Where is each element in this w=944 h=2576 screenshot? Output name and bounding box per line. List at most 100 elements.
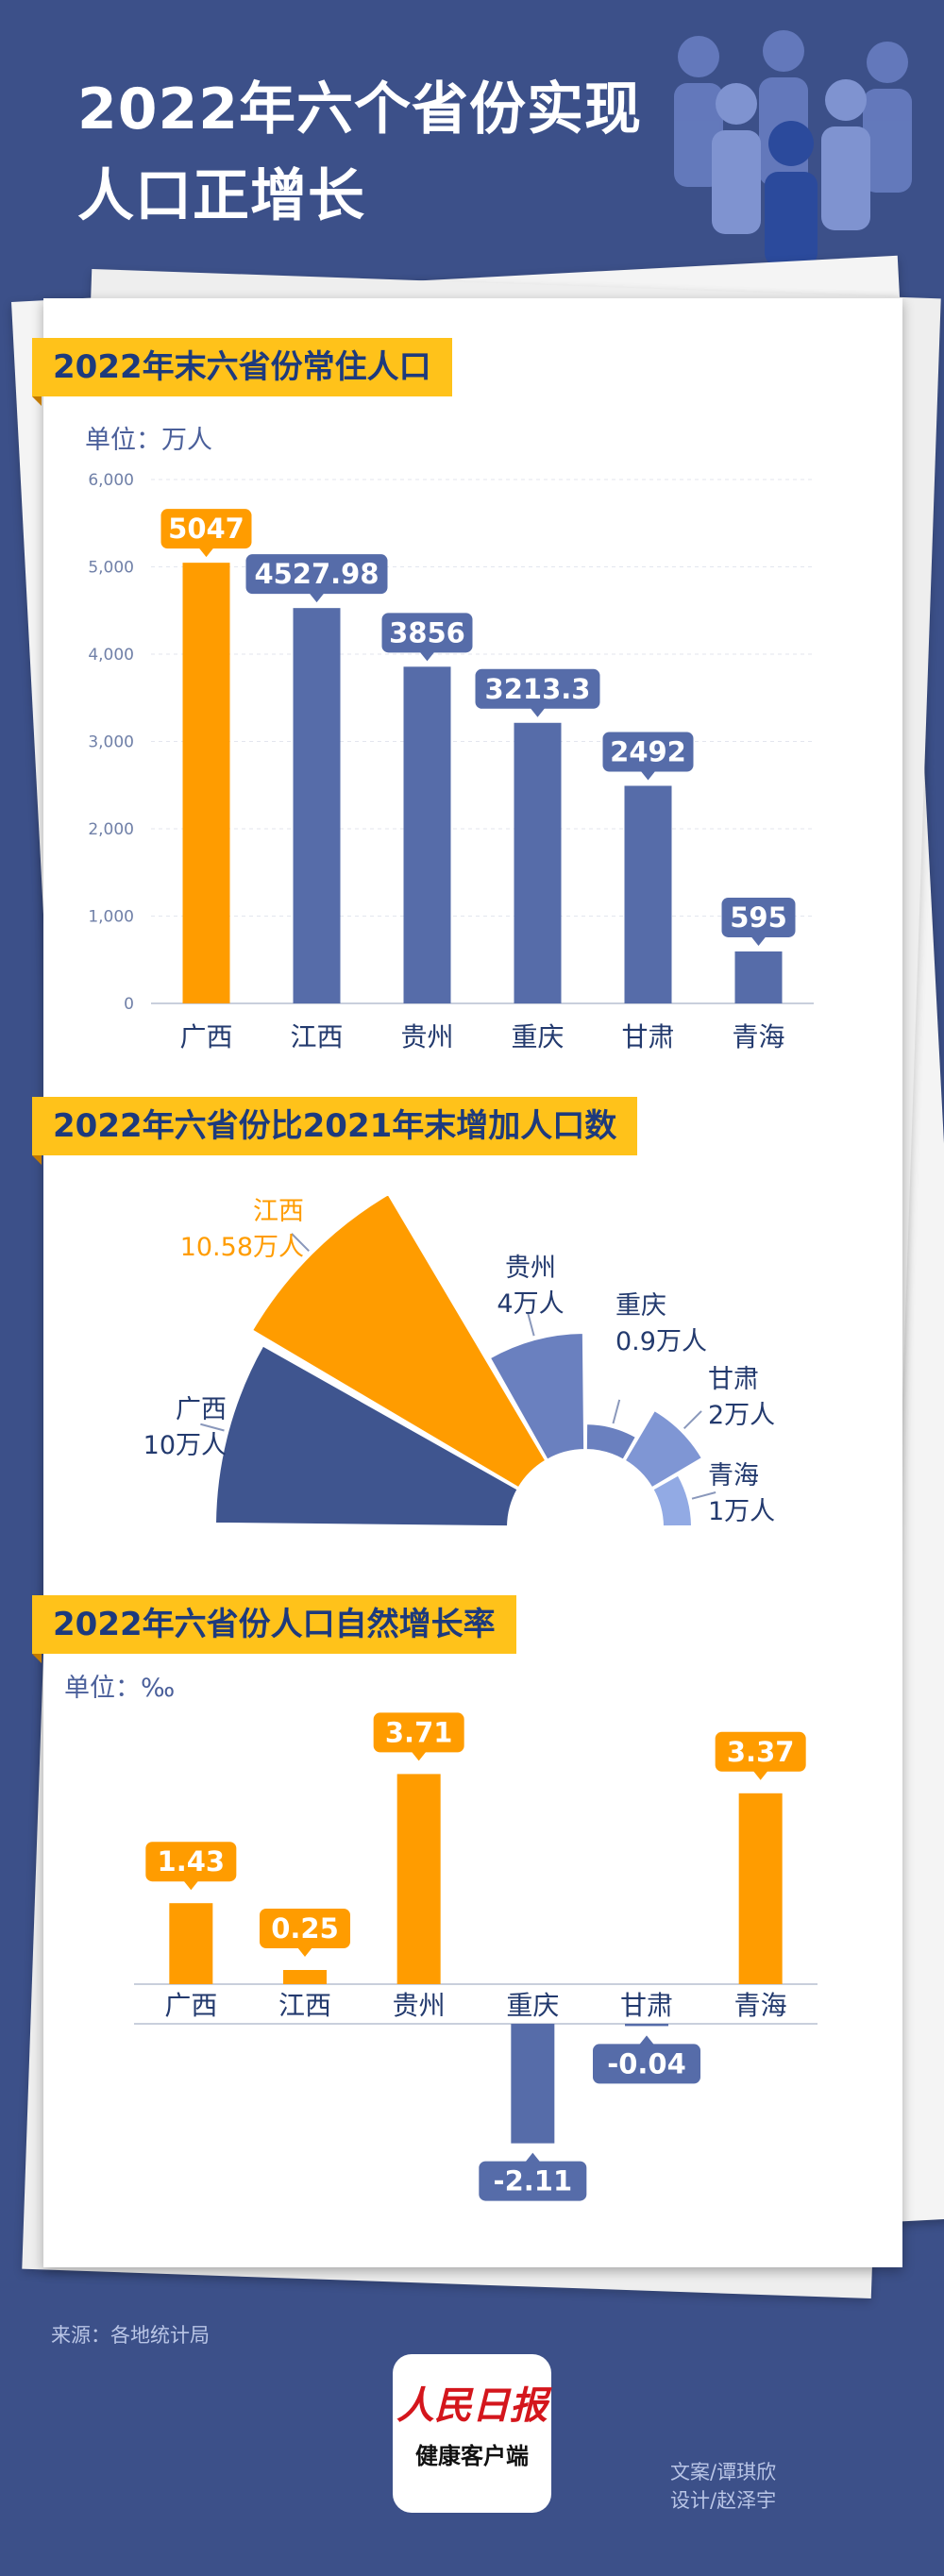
leader-line (683, 1410, 702, 1430)
section-label-population: 2022年末六省份常住人口 (32, 338, 452, 406)
bar-value-label-bg (381, 613, 473, 653)
rose-sector-贵州 (488, 1332, 586, 1461)
bar-青海 (734, 951, 783, 1003)
bar-value-label: 3.37 (715, 1731, 806, 1780)
bar-重庆 (514, 722, 562, 1003)
bar-广西 (169, 1903, 213, 1984)
x-tick-label: 青海 (732, 1021, 784, 1052)
bar-value-label: 0.25 (260, 1909, 350, 1957)
bar-value-label: 595 (721, 897, 796, 946)
bar-value-label-pointer (639, 2035, 654, 2046)
bar-value-label-bg (160, 509, 252, 549)
page-title: 2022年六个省份实现 人口正增长 (77, 66, 642, 240)
bar-value-label-text: 3.71 (385, 1716, 453, 1748)
bar-value-label-bg (373, 1712, 464, 1753)
bar-value-label-text: 4527.98 (254, 558, 379, 590)
growth-rate-bar-chart: 广西 1.43 江西 0.25 贵州 3.71 重庆 -2.11 甘肃 -0.04 青海 3.37 (134, 1712, 818, 2201)
bar-value-label-pointer (525, 2152, 541, 2163)
bar-value-label: 3856 (381, 613, 473, 662)
bar-贵州 (403, 666, 451, 1003)
bar-value-label: 4527.98 (245, 554, 388, 603)
rose-value-label: 2万人 (708, 1401, 775, 1430)
y-tick-label: 6,000 (88, 471, 134, 490)
y-tick-label: 0 (124, 995, 134, 1014)
people-crowd-icon (674, 30, 912, 264)
bar-江西 (283, 1970, 327, 1984)
bar-value-label-text: 0.25 (271, 1912, 339, 1945)
rose-category-label: 广西 (176, 1395, 227, 1424)
rose-value-label: 4万人 (497, 1289, 564, 1319)
y-tick-label: 4,000 (88, 646, 134, 665)
x-tick-label: 广西 (164, 1990, 217, 2021)
leader-line (291, 1233, 310, 1252)
bar-value-label-bg (479, 2161, 587, 2201)
rose-category-label: 贵州 (505, 1254, 556, 1283)
bar-value-label-pointer (198, 547, 214, 558)
rose-sector-江西 (250, 1192, 548, 1490)
rose-sector-重庆 (584, 1423, 638, 1461)
bar-value-label-pointer (752, 1770, 768, 1780)
bar-value-label: 3213.3 (475, 668, 600, 717)
rose-category-label: 青海 (708, 1461, 759, 1490)
rose-value-label: 1万人 (708, 1497, 775, 1526)
bar-甘肃 (624, 785, 672, 1003)
x-tick-label: 贵州 (400, 1021, 453, 1052)
people-daily-health-logo: 人民日报 健康客户端 (393, 2354, 551, 2513)
x-tick-label: 重庆 (511, 1021, 564, 1052)
bar-value-label-pointer (530, 707, 546, 717)
title-line-2: 人口正增长 (77, 163, 365, 229)
rose-category-label: 甘肃 (708, 1365, 759, 1394)
bar-value-label-pointer (640, 770, 656, 781)
x-tick-label: 江西 (290, 1021, 343, 1052)
rose-sector-广西 (214, 1344, 519, 1528)
bar-value-label-bg (245, 554, 388, 595)
x-tick-label: 贵州 (393, 1990, 446, 2021)
title-line-1: 2022年六个省份实现 (77, 76, 642, 143)
bar-value-label-bg (593, 2044, 700, 2084)
y-tick-label: 5,000 (88, 559, 134, 578)
bar-贵州 (396, 1774, 441, 1984)
y-tick-label: 3,000 (88, 733, 134, 752)
bar-value-label-text: 595 (730, 901, 787, 934)
logo-subtitle: 健康客户端 (415, 2443, 529, 2469)
rose-value-label: 10万人 (143, 1431, 227, 1460)
bar-value-label: 2492 (602, 732, 694, 781)
population-unit-label: 单位：万人 (85, 426, 212, 455)
bar-value-label-pointer (419, 651, 435, 662)
bar-value-label: 1.43 (145, 1842, 237, 1891)
bar-value-label-text: 2492 (610, 735, 686, 767)
bar-value-label: 5047 (160, 509, 252, 558)
y-tick-label: 2,000 (88, 820, 134, 839)
x-tick-label: 青海 (734, 1990, 787, 2021)
logo-wordmark: 人民日报 (396, 2383, 548, 2428)
bar-value-label-text: -0.04 (607, 2047, 686, 2079)
bar-value-label-text: 5047 (168, 513, 244, 545)
leader-line (526, 1311, 535, 1337)
bar-value-label-pointer (297, 1947, 312, 1957)
section-label-increase: 2022年六省份比2021年末增加人口数 (32, 1097, 638, 1165)
credit-writer: 文案/谭琪欣 (670, 2461, 777, 2483)
bar-value-label-bg (145, 1842, 237, 1882)
rose-value-label: 10.58万人 (180, 1233, 304, 1262)
bar-甘肃 (625, 2024, 668, 2027)
bar-value-label-pointer (750, 935, 767, 946)
bar-value-label-text: 3.37 (727, 1736, 795, 1768)
leader-line (691, 1491, 716, 1500)
leader-line (612, 1399, 621, 1424)
section-label-growth: 2022年六省份人口自然增长率 (32, 1595, 516, 1663)
source-note: 来源：各地统计局 (51, 2324, 210, 2347)
bar-value-label: -2.11 (479, 2152, 587, 2201)
bar-value-label-pointer (309, 593, 325, 603)
bar-value-label-bg (260, 1909, 350, 1948)
x-tick-label: 广西 (179, 1021, 232, 1052)
bar-value-label: -0.04 (593, 2035, 700, 2084)
bar-value-label: 3.71 (373, 1712, 464, 1761)
bar-江西 (293, 608, 341, 1003)
bar-value-label-text: 3213.3 (485, 673, 591, 705)
x-tick-label: 重庆 (506, 1990, 559, 2021)
bar-value-label-text: 1.43 (158, 1845, 226, 1877)
x-tick-label: 江西 (278, 1990, 331, 2021)
rose-value-label: 0.9万人 (615, 1327, 707, 1356)
rose-sector-甘肃 (623, 1408, 704, 1490)
